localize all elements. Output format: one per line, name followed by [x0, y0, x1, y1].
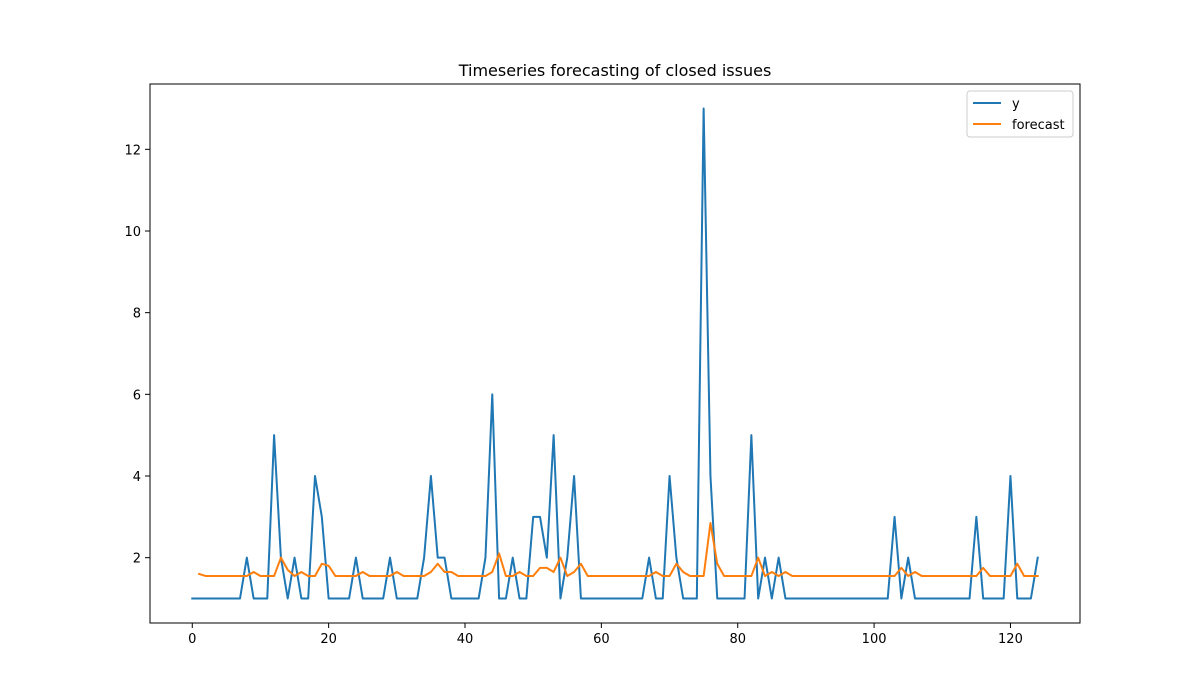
axes: 0 20 40 60 80 100 120 2 4 6 8 10 12	[124, 83, 1081, 647]
y-tick-label: 6	[133, 388, 141, 403]
x-tick-label: 40	[457, 632, 474, 647]
x-tick-label: 60	[593, 632, 610, 647]
legend: y forecast	[966, 90, 1074, 138]
x-tick-label: 120	[998, 632, 1023, 647]
axes-frame	[149, 83, 1081, 624]
series-line-y	[191, 107, 1039, 600]
y-tick-label: 8	[133, 307, 141, 322]
x-tick-label: 20	[320, 632, 337, 647]
chart-title: Timeseries forecasting of closed issues	[458, 61, 772, 80]
series-line-forecast	[197, 521, 1039, 578]
x-tick-label: 100	[862, 632, 887, 647]
legend-label-y: y	[1012, 97, 1020, 112]
y-tick-label: 10	[124, 225, 141, 240]
y-tick-label: 4	[133, 470, 141, 485]
x-tick-label: 80	[729, 632, 746, 647]
plot-area	[191, 107, 1039, 600]
y-tick-label: 12	[124, 143, 141, 158]
y-tick-label: 2	[133, 552, 141, 567]
legend-label-forecast: forecast	[1012, 118, 1065, 133]
x-tick-label: 0	[188, 632, 196, 647]
